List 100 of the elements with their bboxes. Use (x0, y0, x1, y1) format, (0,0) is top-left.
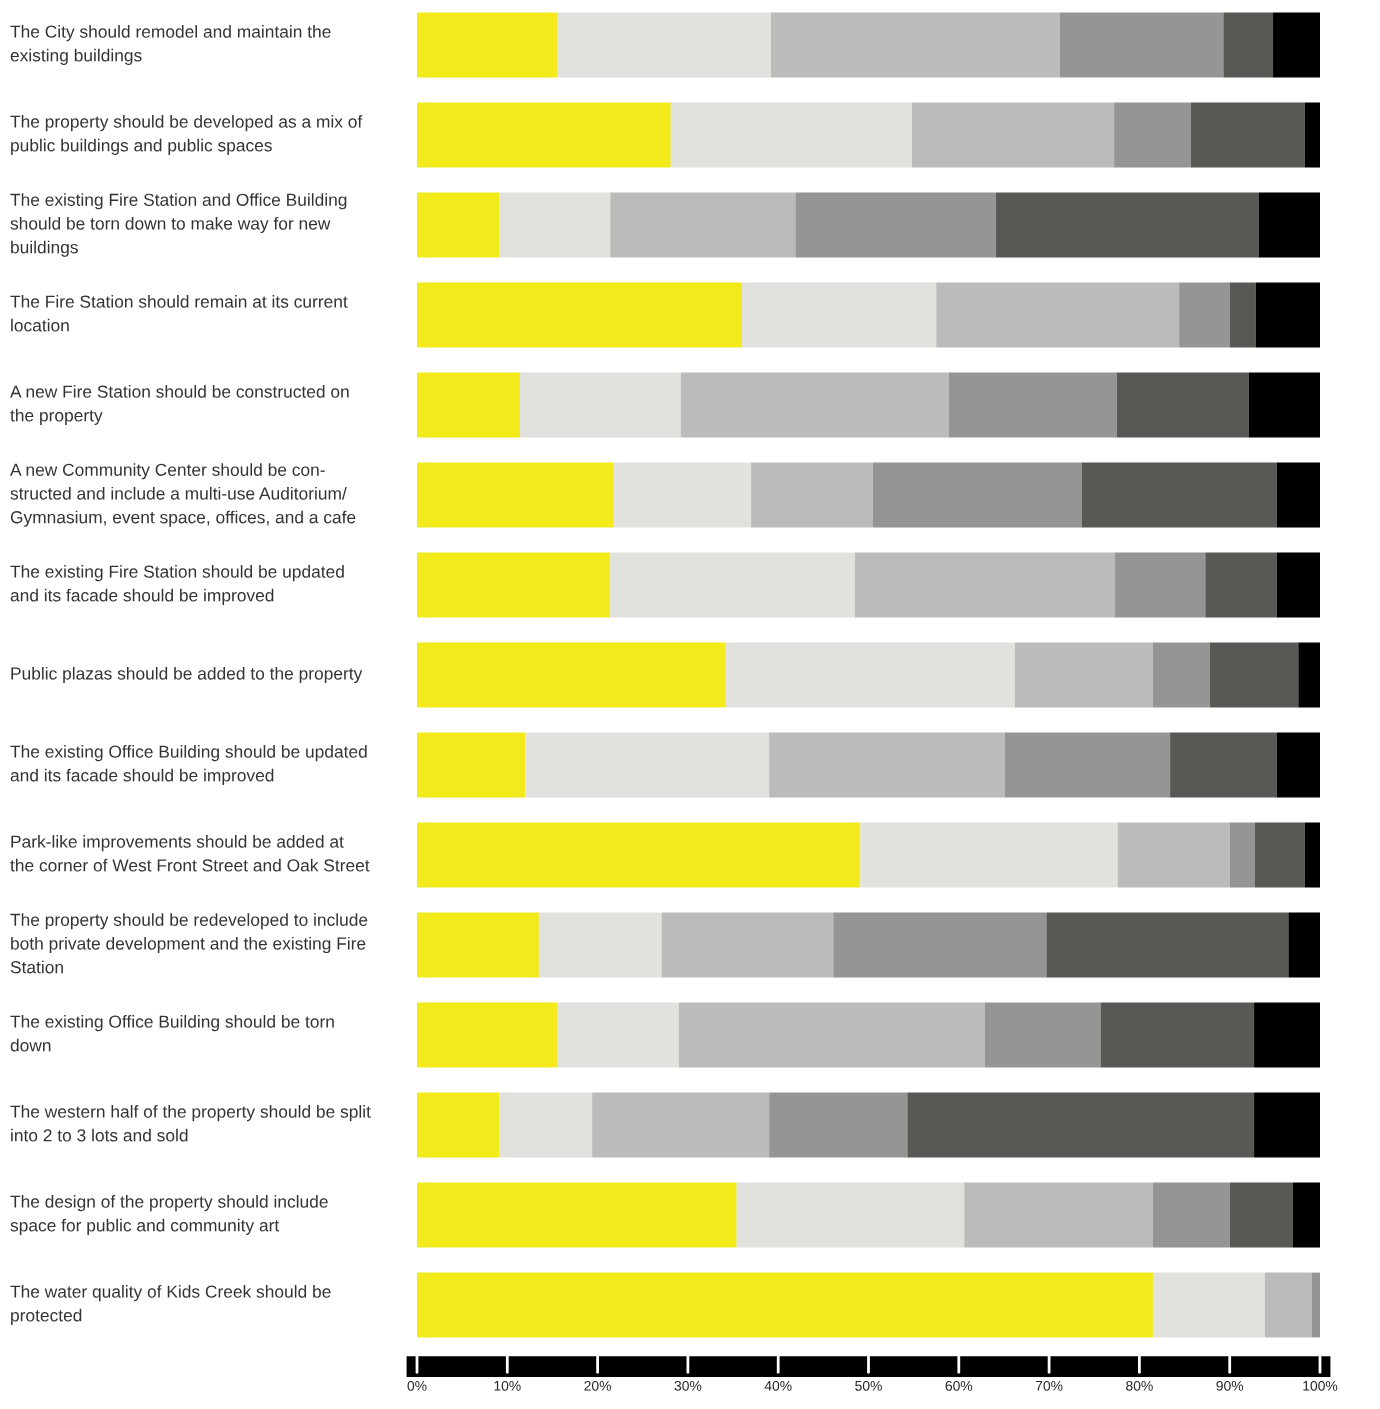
bar (833, 912, 1047, 978)
bar (1014, 642, 1153, 708)
bar (1059, 12, 1224, 78)
bar (984, 1002, 1101, 1068)
bar (1254, 822, 1305, 888)
bar (742, 282, 937, 348)
x-tick-label: 40% (764, 1380, 792, 1391)
bar (736, 1182, 965, 1248)
bar (417, 732, 526, 798)
bar (995, 192, 1259, 258)
x-tick-label: 60% (945, 1380, 973, 1391)
bar (538, 912, 662, 978)
bar (1276, 732, 1320, 798)
bar (1081, 462, 1277, 528)
bar (417, 12, 557, 78)
bar (770, 12, 1060, 78)
y-tick-label: The western half of the property should be split into 2 to 3 lots and sold (10, 1105, 371, 1142)
bar (1248, 372, 1320, 438)
bar (911, 102, 1115, 168)
x-tick-label: 90% (1216, 1380, 1244, 1391)
x-tick-label: 80% (1126, 1380, 1153, 1391)
y-tick-label: A new Community Center should be con- structed and include a multi-use Auditorium/ Gymnasium, event space, offices, and a cafe (10, 463, 356, 527)
x-tick-label: 20% (584, 1380, 612, 1391)
bar (499, 1092, 593, 1158)
bar (1304, 102, 1320, 168)
bar (1223, 12, 1274, 78)
bar (525, 732, 770, 798)
y-tick-label: A new Fire Station should be constructed on the property (10, 385, 349, 425)
bar (417, 102, 671, 168)
bar (417, 372, 520, 438)
bar (1190, 102, 1305, 168)
bar (417, 1092, 500, 1158)
bar (1254, 1092, 1320, 1158)
bar (1117, 822, 1230, 888)
bar (1264, 1272, 1312, 1338)
bar (1229, 822, 1255, 888)
bar (1114, 102, 1191, 168)
bar (1152, 642, 1210, 708)
y-tick-label: The City should remodel and maintain the existing buildings (10, 25, 331, 65)
y-tick-label: The property should be developed as a mix of public buildings and public spaces (10, 115, 363, 155)
y-tick-label: The existing Office Building should be updated and its facade should be improved (10, 745, 367, 785)
bar (1170, 732, 1277, 798)
bar (1046, 912, 1289, 978)
bar (417, 192, 500, 258)
bar (1254, 1002, 1320, 1068)
bar (417, 1002, 557, 1068)
x-tick-label: 100% (1303, 1380, 1338, 1391)
bar (1255, 282, 1320, 348)
bar (1288, 912, 1320, 978)
bar (1292, 1182, 1320, 1248)
bar (1273, 12, 1320, 78)
bar (417, 552, 611, 618)
x-tick-label: 70% (1035, 1380, 1063, 1391)
bar (610, 552, 855, 618)
bar (417, 1272, 1153, 1338)
y-tick-label: Public plazas should be added to the property (11, 666, 363, 684)
bar (1276, 552, 1320, 618)
bar (556, 1002, 679, 1068)
bar (1152, 1272, 1265, 1338)
bar (680, 372, 949, 438)
bar (964, 1182, 1153, 1248)
bar (610, 192, 796, 258)
bar (854, 552, 1116, 618)
bar (670, 102, 912, 168)
bar (1004, 732, 1171, 798)
bar (936, 282, 1180, 348)
bar (613, 462, 752, 528)
bar (1115, 552, 1206, 618)
y-tick-label: The existing Office Building should be torn down (10, 1015, 334, 1052)
bar (417, 1182, 737, 1248)
bar (873, 462, 1082, 528)
bar (860, 822, 1118, 888)
bar (417, 462, 614, 528)
y-tick-label: The property should be redeveloped to include both private development and the existing Fire Station (10, 913, 368, 974)
bar (948, 372, 1117, 438)
bar (417, 822, 861, 888)
bar (1304, 822, 1320, 888)
bar (1311, 1272, 1320, 1338)
bar (769, 732, 1005, 798)
y-tick-label: The Fire Station should remain at its current location (10, 295, 348, 332)
bar (519, 372, 681, 438)
bar (417, 642, 726, 708)
x-tick-label: 10% (494, 1380, 521, 1391)
bar (1116, 372, 1249, 438)
bar (1152, 1182, 1230, 1248)
bar (417, 282, 743, 348)
x-tick-label: 50% (855, 1380, 882, 1391)
bar (1229, 282, 1256, 348)
y-tick-label: The existing Fire Station should be updated and its facade should be improved (10, 565, 344, 605)
bar (725, 642, 1015, 708)
bar (907, 1092, 1255, 1158)
bar (417, 912, 539, 978)
y-tick-label: The design of the property should include space for public and community art (10, 1195, 328, 1235)
bar (751, 462, 874, 528)
bar (592, 1092, 770, 1158)
bar (1276, 462, 1320, 528)
x-tick-label: 0% (407, 1380, 427, 1391)
bar (769, 1092, 908, 1158)
bar (1229, 1182, 1293, 1248)
x-tick-label: 30% (674, 1380, 702, 1391)
